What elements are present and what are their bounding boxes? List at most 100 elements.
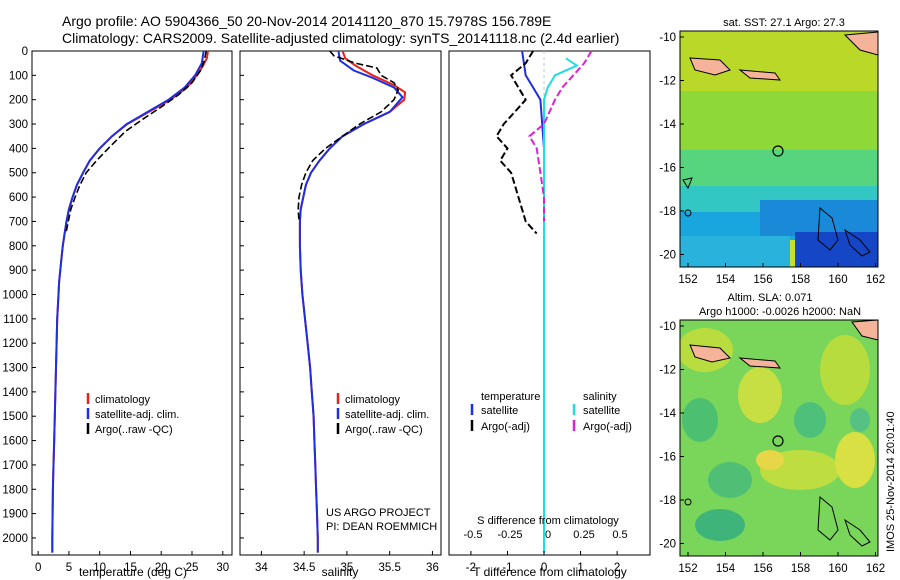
depth-tick-label: 900 bbox=[9, 265, 28, 277]
sst-map-title: sat. SST: 27.1 Argo: 27.3 bbox=[723, 17, 845, 29]
temperature-xlabel: temperature (deg C) bbox=[79, 565, 187, 579]
depth-tick-label: 400 bbox=[9, 143, 28, 155]
series-line-satellite-adj-clim- bbox=[298, 50, 404, 553]
map-xtick-label: 158 bbox=[791, 563, 810, 575]
depth-tick-label: 1200 bbox=[2, 338, 28, 350]
project-label: US ARGO PROJECT bbox=[326, 507, 431, 519]
map-xtick-label: 162 bbox=[866, 563, 885, 575]
depth-tick-label: 1300 bbox=[2, 363, 28, 375]
series-line-satellite-adj-clim- bbox=[51, 50, 205, 553]
legend-sal-argo: Argo(-adj) bbox=[583, 421, 632, 433]
x-tick-label: 35.5 bbox=[378, 562, 400, 574]
x-tick-label: 25 bbox=[186, 562, 199, 574]
t-tick-label: 0 bbox=[541, 562, 547, 574]
s-tick-label: -0.25 bbox=[497, 529, 522, 541]
map-ytick-label: -16 bbox=[659, 163, 676, 175]
salinity-panel: 34 34.5 35 35.5 36 salinity climatology sate… bbox=[239, 50, 442, 579]
x-tick-label: 34.5 bbox=[293, 562, 315, 574]
map-xtick-label: 156 bbox=[753, 563, 772, 575]
legend-climatology-sal: climatology bbox=[345, 394, 401, 406]
x-tick-label: 34 bbox=[255, 562, 268, 574]
x-tick-label: 5 bbox=[66, 562, 72, 574]
map-ytick-label: -12 bbox=[659, 365, 676, 377]
series-line-climatology bbox=[51, 50, 209, 553]
x-tick-label: 30 bbox=[216, 562, 229, 574]
sla-map-title1: Altim. SLA: 0.071 bbox=[728, 292, 813, 304]
depth-tick-label: 1100 bbox=[3, 314, 28, 326]
map-xtick-label: 154 bbox=[716, 563, 736, 575]
difference-panel: temperature salinity satellite Argo(-adj… bbox=[448, 50, 651, 579]
depth-tick-label: 500 bbox=[9, 168, 28, 180]
t-tick-label: 2 bbox=[614, 562, 620, 574]
x-tick-label: 15 bbox=[124, 562, 137, 574]
legend-sal-satellite: satellite bbox=[583, 405, 620, 417]
depth-tick-label: 1000 bbox=[2, 289, 28, 301]
map-xtick-label: 152 bbox=[678, 563, 697, 575]
s-tick-label: -0.5 bbox=[464, 529, 483, 541]
legend-salinity-title: salinity bbox=[583, 391, 617, 403]
depth-tick-label: 800 bbox=[9, 241, 28, 253]
x-tick-label: 36 bbox=[426, 562, 439, 574]
map-ytick-label: -14 bbox=[659, 408, 676, 420]
map-xtick-label: 158 bbox=[791, 274, 810, 286]
map-xtick-label: 154 bbox=[716, 274, 736, 286]
x-tick-label: 10 bbox=[93, 562, 106, 574]
s-tick-label: 0.5 bbox=[612, 529, 627, 541]
s-difference-label: S difference from climatology bbox=[477, 515, 619, 527]
depth-tick-label: 600 bbox=[9, 192, 28, 204]
pi-label: PI: DEAN ROEMMICH bbox=[326, 521, 437, 533]
depth-tick-label: 2000 bbox=[2, 533, 28, 545]
depth-tick-label: 1700 bbox=[2, 460, 28, 472]
depth-tick-label: 0 bbox=[22, 46, 28, 58]
temperature-legend: climatology satellite-adj. clim. Argo(..… bbox=[86, 393, 179, 436]
map-ytick-label: -18 bbox=[659, 206, 676, 218]
figure-subtitle: Climatology: CARS2009. Satellite-adjuste… bbox=[62, 30, 619, 46]
series-line-salinity-satellite bbox=[543, 57, 579, 553]
imos-watermark: IMOS 25-Nov-2014 20:01:40 bbox=[885, 411, 897, 552]
legend-satellite-adj: satellite-adj. clim. bbox=[95, 409, 179, 421]
map-ytick-label: -12 bbox=[659, 76, 676, 88]
map-xtick-label: 152 bbox=[678, 274, 697, 286]
depth-tick-label: 1900 bbox=[2, 509, 28, 521]
x-tick-label: 20 bbox=[155, 562, 168, 574]
map-xtick-label: 156 bbox=[753, 274, 772, 286]
legend-temp-argo: Argo(-adj) bbox=[481, 421, 530, 433]
temperature-panel: 0 5 10 15 20 25 30 temperature (deg C) climato… bbox=[31, 50, 233, 579]
map-ytick-label: -10 bbox=[659, 32, 676, 44]
sla-map: Altim. SLA: 0.071 Argo h1000: -0.0026 h2… bbox=[659, 292, 885, 575]
sla-map-title2: Argo h1000: -0.0026 h2000: NaN bbox=[699, 306, 861, 318]
t-tick-label: -1 bbox=[502, 562, 512, 574]
map-ytick-label: -18 bbox=[659, 495, 676, 507]
legend-argo-sal: Argo(..raw -QC) bbox=[345, 424, 423, 436]
map-ytick-label: -20 bbox=[659, 539, 676, 551]
map-ytick-label: -20 bbox=[659, 250, 676, 262]
depth-tick-label: 700 bbox=[9, 216, 28, 228]
t-difference-label: T difference from climatology bbox=[473, 565, 627, 579]
map-xtick-label: 160 bbox=[828, 274, 847, 286]
legend-satellite-adj-sal: satellite-adj. clim. bbox=[345, 409, 429, 421]
map-xtick-label: 162 bbox=[866, 274, 885, 286]
depth-tick-label: 100 bbox=[9, 70, 28, 82]
s-tick-label: 0.25 bbox=[573, 529, 594, 541]
legend-temperature-title: temperature bbox=[481, 391, 540, 403]
depth-tick-label: 1800 bbox=[2, 484, 28, 496]
depth-tick-label: 200 bbox=[9, 95, 28, 107]
argo-position-marker-sla bbox=[772, 435, 784, 447]
map-ytick-label: -14 bbox=[659, 119, 676, 131]
series-line-salinity-argo-adj- bbox=[528, 50, 593, 222]
legend-climatology: climatology bbox=[95, 394, 151, 406]
series-line-argo-raw-qc- bbox=[297, 50, 400, 222]
salinity-legend: climatology satellite-adj. clim. Argo(..… bbox=[336, 393, 429, 436]
series-line-temperature-argo-adj- bbox=[495, 50, 538, 235]
depth-tick-label: 1600 bbox=[2, 436, 28, 448]
map-ytick-label: -10 bbox=[659, 321, 676, 333]
salinity-xlabel: salinity bbox=[322, 565, 359, 579]
map-ytick-label: -16 bbox=[659, 452, 676, 464]
depth-tick-label: 1500 bbox=[2, 411, 28, 423]
t-tick-label: 1 bbox=[577, 562, 583, 574]
series-line-argo-raw-qc- bbox=[65, 50, 207, 234]
legend-argo: Argo(..raw -QC) bbox=[95, 424, 173, 436]
sst-map: sat. SST: 27.1 Argo: 27.3 -10 -12 -14 -16 -1… bbox=[659, 17, 885, 286]
argo-position-marker-sst bbox=[772, 145, 784, 157]
